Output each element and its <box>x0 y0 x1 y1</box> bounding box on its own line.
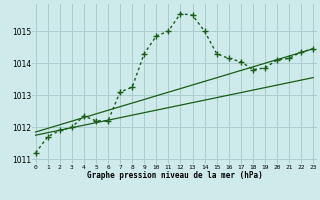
X-axis label: Graphe pression niveau de la mer (hPa): Graphe pression niveau de la mer (hPa) <box>86 171 262 180</box>
